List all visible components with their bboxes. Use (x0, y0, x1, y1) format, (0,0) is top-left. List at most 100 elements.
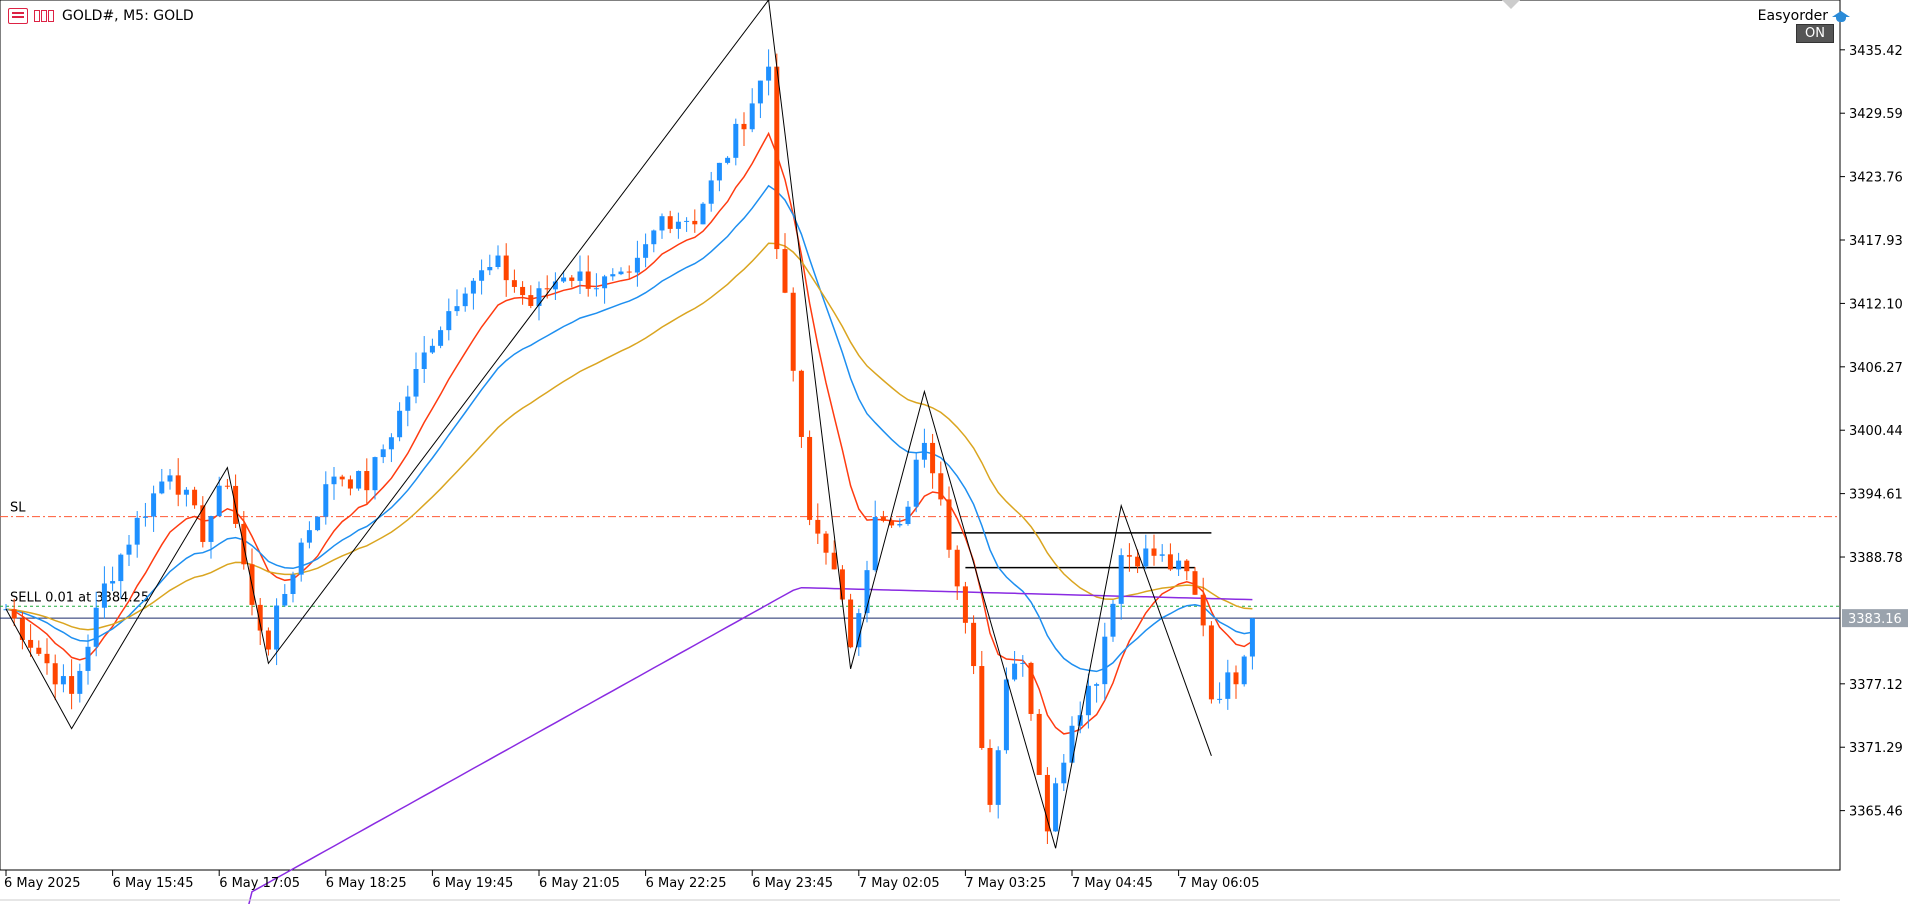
candle (142, 502, 148, 527)
candle (741, 112, 747, 146)
menu-icon[interactable] (8, 8, 28, 24)
candle (897, 518, 903, 528)
candle (1217, 682, 1223, 704)
candle-body (782, 249, 788, 293)
y-tick-label: 3406.27 (1849, 361, 1903, 376)
candle (946, 486, 952, 558)
candle-body (19, 618, 25, 640)
candle (233, 474, 239, 528)
easyorder-on-button[interactable]: ON (1796, 24, 1834, 43)
candle-body (364, 471, 370, 491)
candle (880, 510, 886, 523)
candle (585, 255, 591, 297)
y-tick-label: 3371.29 (1849, 741, 1903, 756)
candle-body (77, 670, 83, 694)
chart-title-bar: GOLD#, M5: GOLD (8, 6, 194, 26)
candle-body (938, 473, 944, 500)
candle-body (216, 485, 222, 517)
candle (69, 659, 75, 710)
candle (979, 650, 985, 750)
candle (151, 485, 157, 532)
y-tick-label: 3394.61 (1849, 488, 1903, 503)
scroll-marker-icon[interactable] (1502, 0, 1520, 9)
candle-body (954, 549, 960, 587)
candle (971, 615, 977, 675)
candle-body (454, 306, 460, 312)
candle (397, 402, 403, 442)
ma-slow-line (5, 242, 1253, 631)
candle (651, 229, 657, 253)
candle (684, 217, 690, 232)
candle (962, 581, 968, 634)
order-label: SELL 0.01 at 3384.25 (10, 590, 149, 605)
candle-body (1192, 571, 1198, 595)
candle-body (741, 123, 747, 130)
candle-body (585, 271, 591, 289)
candle-body (306, 530, 312, 543)
candle (511, 269, 517, 293)
candle (101, 566, 107, 619)
candle-body (1012, 663, 1018, 680)
candle (282, 584, 288, 608)
candle (995, 746, 1001, 819)
candle (798, 369, 804, 448)
candle-body (520, 286, 526, 296)
candle (725, 156, 731, 165)
candle-body (1167, 554, 1173, 570)
candle-body (208, 516, 214, 542)
candle-body (52, 663, 58, 685)
graduation-cap-icon (1832, 9, 1850, 23)
candle-body (643, 244, 649, 258)
candle (1135, 549, 1141, 574)
candle (716, 162, 722, 192)
candle (1118, 548, 1124, 620)
candle-body (1126, 555, 1132, 557)
candle (265, 627, 271, 656)
candle (675, 212, 681, 239)
chart-window-icon[interactable] (34, 8, 56, 24)
candle-body (1110, 603, 1116, 637)
candle-body (1102, 636, 1108, 685)
candle-body (626, 271, 632, 273)
candle-body (667, 216, 673, 229)
candle-body (1200, 594, 1206, 626)
candle-body (659, 216, 665, 231)
candle-body (134, 517, 140, 545)
candle-body (290, 574, 296, 594)
candle-body (224, 485, 230, 487)
candle (766, 49, 772, 96)
x-tick-label: 7 May 06:05 (1179, 876, 1260, 891)
candle (421, 336, 427, 383)
candle-body (380, 449, 386, 458)
candle-body (618, 271, 624, 275)
candle-body (839, 569, 845, 600)
candle (413, 352, 419, 404)
axes: 3435.42 3429.59 3423.76 3417.93 3412.10 3406.… (0, 44, 1908, 901)
candle-body (1208, 625, 1214, 700)
candle (372, 456, 378, 500)
candle-body (1003, 679, 1009, 751)
candle (257, 598, 263, 646)
candle (634, 240, 640, 287)
candle-body (766, 66, 772, 81)
candle-body (995, 750, 1001, 805)
candle (167, 468, 173, 490)
y-tick-label: 3377.12 (1849, 678, 1903, 693)
candle-body (831, 552, 837, 570)
candle (930, 433, 936, 489)
candle (159, 468, 165, 495)
candle (323, 471, 329, 525)
candle (1020, 655, 1026, 677)
candle-body (552, 281, 558, 290)
candle (954, 545, 960, 600)
candle (913, 452, 919, 513)
candle-body (274, 605, 280, 650)
y-tick-label: 3423.76 (1849, 171, 1903, 186)
candle-body (921, 442, 927, 460)
easyorder-panel[interactable]: Easyorder (1758, 8, 1850, 24)
candle-body (126, 544, 132, 555)
candle (52, 654, 58, 701)
candles[interactable] (3, 49, 1255, 844)
